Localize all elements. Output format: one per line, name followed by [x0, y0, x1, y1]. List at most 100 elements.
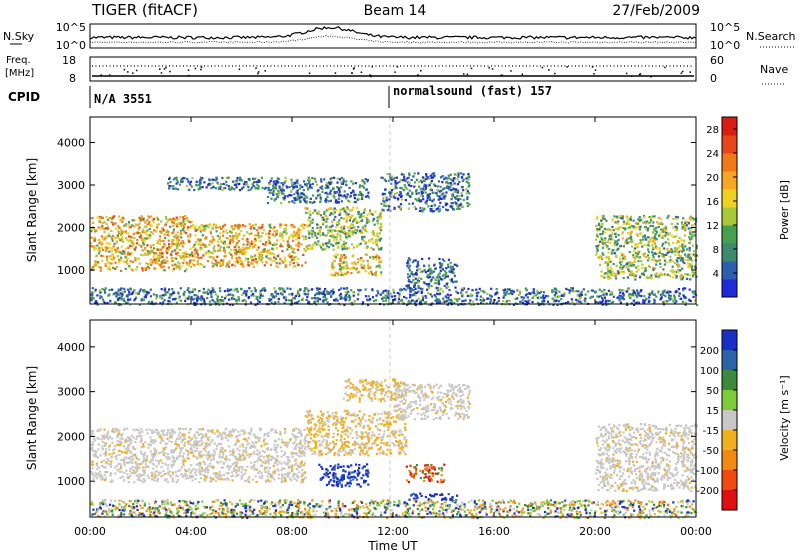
heatmap-cell — [360, 231, 364, 234]
heatmap-cell — [403, 184, 406, 187]
heatmap-cell — [220, 259, 223, 262]
heatmap-cell — [286, 248, 289, 251]
heatmap-cell — [690, 237, 693, 240]
heatmap-cell — [357, 194, 360, 197]
heatmap-cell — [181, 256, 184, 259]
heatmap-cell — [292, 235, 295, 238]
heatmap-cell — [92, 227, 95, 230]
heatmap-cell — [127, 222, 130, 225]
heatmap-cell — [429, 209, 432, 212]
heatmap-cell — [608, 258, 611, 261]
heatmap-cell — [166, 260, 169, 263]
heatmap-cell — [118, 258, 121, 261]
heatmap-cell — [414, 273, 417, 276]
heatmap-cell — [241, 293, 244, 296]
heatmap-cell — [316, 183, 319, 186]
heatmap-cell — [203, 245, 206, 248]
heatmap-cell — [460, 288, 463, 291]
heatmap-cell — [141, 239, 144, 242]
heatmap-cell — [196, 262, 199, 265]
heatmap-cell — [148, 222, 151, 225]
heatmap-cell — [258, 252, 261, 255]
heatmap-cell — [281, 185, 284, 188]
colorbar-tick: 28 — [706, 125, 719, 136]
heatmap-cell — [556, 303, 560, 306]
heatmap-cell — [305, 237, 308, 240]
heatmap-cell — [302, 481, 305, 484]
heatmap-cell — [679, 245, 682, 248]
heatmap-cell — [305, 183, 308, 186]
heatmap-cell — [445, 267, 448, 270]
heatmap-cell — [412, 259, 416, 262]
heatmap-cell — [681, 267, 684, 270]
heatmap-cell — [280, 188, 283, 191]
heatmap-cell — [423, 177, 426, 180]
heatmap-cell — [655, 221, 659, 224]
heatmap-cell — [126, 473, 129, 476]
heatmap-cell — [275, 265, 278, 268]
heatmap-cell — [307, 182, 310, 185]
heatmap-cell — [303, 288, 307, 291]
heatmap-cell — [236, 290, 239, 293]
heatmap-cell — [262, 243, 265, 246]
heatmap-cell — [263, 264, 266, 267]
heatmap-cell — [434, 295, 437, 298]
heatmap-cell — [294, 446, 297, 449]
heatmap-cell — [445, 297, 449, 300]
heatmap-cell — [246, 243, 249, 246]
heatmap-cell — [114, 236, 117, 239]
heatmap-cell — [204, 224, 207, 228]
heatmap-cell — [458, 207, 461, 210]
heatmap-cell — [332, 248, 335, 251]
heatmap-cell — [211, 261, 214, 264]
heatmap-cell — [316, 223, 319, 226]
heatmap-cell — [184, 215, 187, 218]
heatmap-cell — [273, 235, 276, 238]
heatmap-cell — [199, 240, 202, 244]
heatmap-cell — [653, 258, 656, 261]
heatmap-cell — [99, 269, 102, 272]
heatmap-cell — [628, 251, 631, 254]
heatmap-cell — [419, 187, 422, 190]
heatmap-cell — [246, 241, 249, 244]
heatmap-cell — [439, 266, 442, 269]
heatmap-cell — [444, 275, 447, 278]
heatmap-cell — [239, 248, 242, 251]
heatmap-cell — [467, 185, 470, 188]
heatmap-cell — [404, 289, 407, 292]
heatmap-cell — [628, 223, 631, 226]
heatmap-cell — [601, 215, 604, 218]
heatmap-cell — [681, 300, 684, 303]
heatmap-cell — [220, 240, 223, 243]
heatmap-cell — [363, 235, 366, 238]
heatmap-cell — [259, 240, 262, 243]
heatmap-cell — [603, 288, 606, 291]
heatmap-cell — [274, 429, 277, 432]
heatmap-cell — [542, 297, 545, 300]
heatmap-cell — [124, 256, 127, 259]
heatmap-cell — [638, 256, 641, 259]
heatmap-cell — [305, 201, 308, 204]
heatmap-cell — [132, 428, 135, 431]
heatmap-cell — [211, 238, 214, 241]
heatmap-cell — [148, 236, 151, 239]
heatmap-cell — [430, 204, 433, 208]
heatmap-cell — [300, 224, 303, 227]
heatmap-cell — [343, 245, 346, 248]
heatmap-cell — [635, 294, 639, 297]
heatmap-cell — [535, 294, 538, 297]
heatmap-cell — [292, 428, 295, 431]
heatmap-cell — [256, 262, 259, 265]
heatmap-cell — [411, 288, 414, 291]
heatmap-cell — [427, 264, 430, 267]
heatmap-cell — [430, 295, 434, 298]
heatmap-cell — [159, 248, 163, 251]
heatmap-cell — [446, 209, 449, 212]
heatmap-cell — [387, 292, 390, 295]
heatmap-cell — [172, 243, 175, 246]
heatmap-cell — [270, 177, 273, 180]
heatmap-cell — [531, 291, 534, 294]
heatmap-cell — [680, 273, 683, 276]
heatmap-cell — [140, 479, 143, 482]
